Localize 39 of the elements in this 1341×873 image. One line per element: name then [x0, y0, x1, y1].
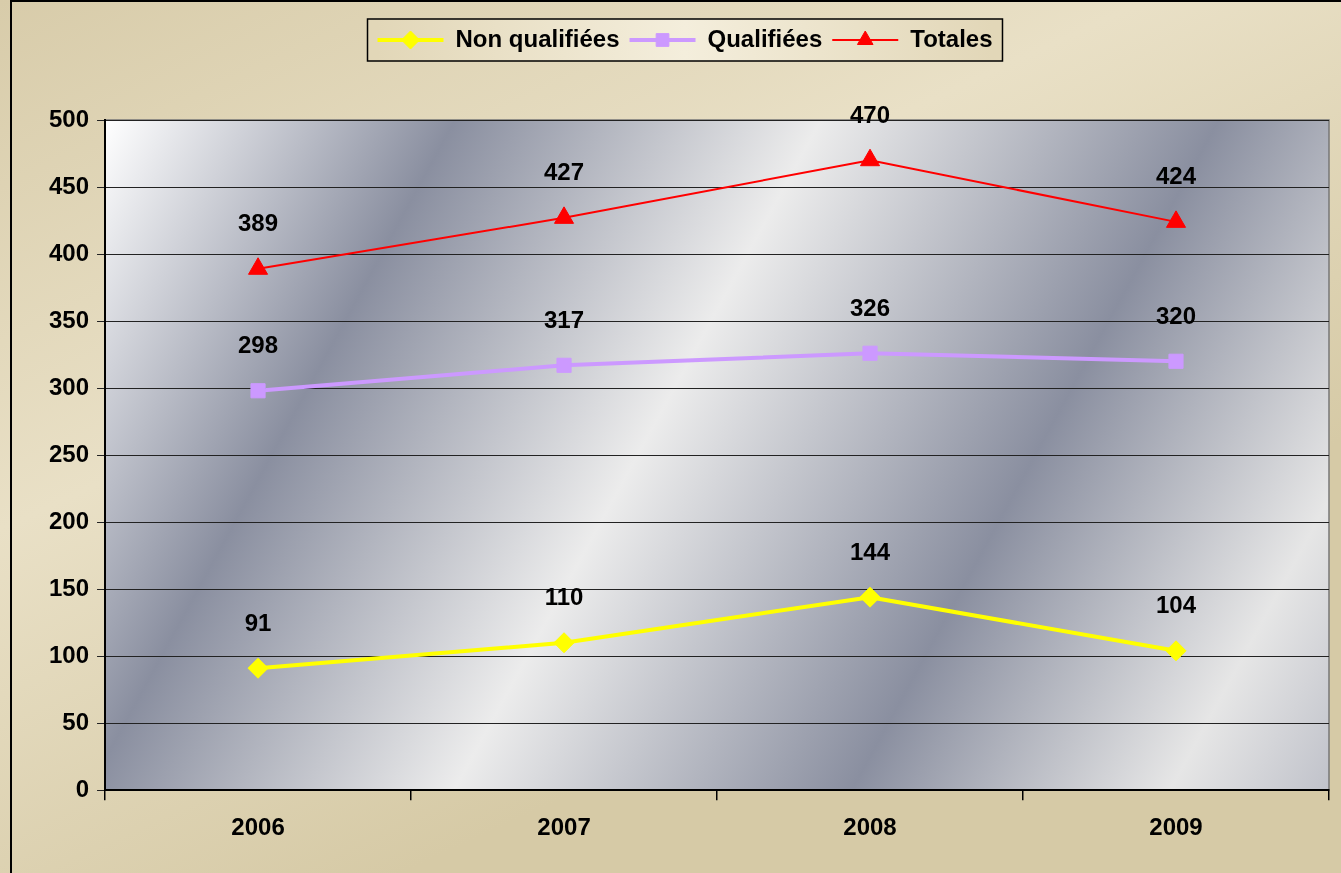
y-tick-label: 200 — [49, 506, 90, 534]
x-tick-label: 2008 — [843, 813, 897, 841]
x-tick-label: 2007 — [537, 813, 591, 841]
point — [248, 257, 269, 275]
y-tick-label: 300 — [49, 372, 90, 400]
point — [859, 586, 881, 608]
legend-label: Non qualifiées — [455, 24, 620, 52]
data-label: 91 — [244, 608, 272, 636]
data-label: 110 — [544, 583, 584, 611]
data-label: 298 — [238, 331, 279, 359]
point — [553, 632, 575, 654]
point — [554, 206, 575, 224]
y-tick-label: 250 — [49, 439, 90, 467]
x-tick-label: 2006 — [231, 813, 285, 841]
point — [862, 345, 878, 361]
legend-label: Qualifiées — [707, 24, 823, 52]
legend-label: Totales — [910, 24, 993, 52]
data-label: 144 — [849, 537, 891, 565]
y-tick-label: 50 — [62, 707, 90, 735]
point — [1165, 210, 1187, 228]
data-label: 104 — [1155, 591, 1197, 619]
point — [250, 383, 266, 399]
y-tick-label: 150 — [49, 573, 90, 601]
y-tick-label: 500 — [49, 104, 90, 132]
point — [1168, 353, 1184, 369]
point — [247, 657, 269, 679]
y-tick-label: 350 — [49, 305, 90, 333]
data-label: 427 — [544, 158, 585, 186]
data-label: 326 — [849, 293, 891, 321]
data-label: 389 — [238, 209, 279, 237]
point — [556, 357, 572, 373]
data-label: 424 — [1155, 162, 1197, 190]
point — [1165, 640, 1187, 662]
y-tick-label: 400 — [49, 238, 90, 266]
x-tick-label: 2009 — [1149, 813, 1203, 841]
y-tick-label: 0 — [75, 774, 90, 802]
y-tick-label: 450 — [49, 171, 90, 199]
y-tick-label: 100 — [49, 640, 90, 668]
point — [859, 148, 881, 167]
